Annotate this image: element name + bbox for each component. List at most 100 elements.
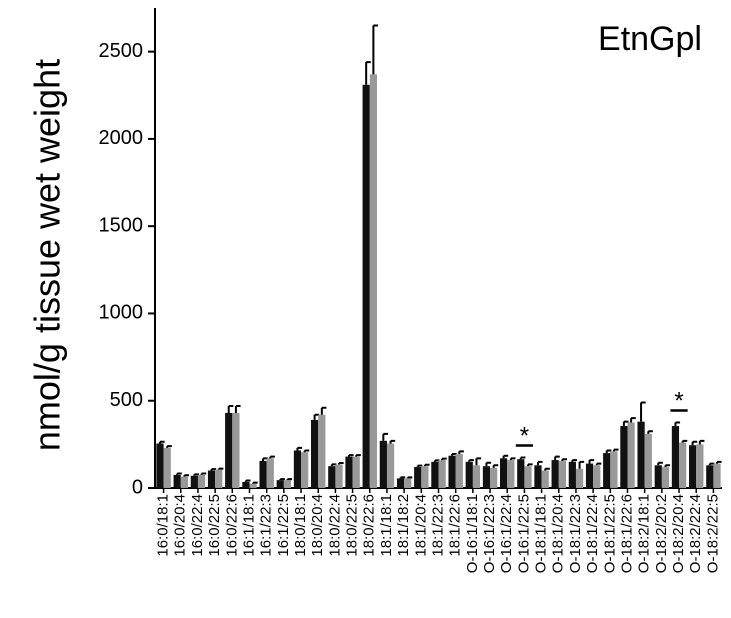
bar bbox=[671, 426, 680, 488]
error-bar bbox=[561, 458, 567, 461]
chart-title: EtnGpl bbox=[598, 20, 702, 58]
bar bbox=[438, 460, 446, 488]
y-axis-label: nmol/g tissue wet weight bbox=[27, 59, 68, 451]
bar bbox=[242, 481, 250, 488]
bar bbox=[293, 450, 302, 488]
bar bbox=[689, 445, 697, 488]
bar bbox=[318, 414, 326, 488]
bar bbox=[379, 440, 387, 488]
bar bbox=[404, 478, 412, 488]
y-tick-label: 0 bbox=[132, 476, 143, 498]
bar bbox=[283, 480, 292, 488]
error-bar bbox=[399, 476, 406, 479]
bar bbox=[551, 460, 559, 488]
bar bbox=[190, 475, 198, 488]
error-bar bbox=[502, 454, 509, 459]
error-bar bbox=[347, 454, 354, 457]
bar bbox=[500, 458, 508, 488]
x-tick-label: 18:1/18:2 bbox=[395, 494, 412, 557]
error-bar bbox=[158, 440, 165, 444]
error-bar bbox=[423, 463, 430, 467]
y-tick-label: 2500 bbox=[99, 40, 144, 62]
bar bbox=[620, 426, 628, 488]
bar bbox=[266, 458, 274, 488]
annotation: * bbox=[674, 388, 683, 415]
error-bar bbox=[605, 449, 612, 454]
bar bbox=[180, 476, 188, 488]
x-tick-label: 18:1/18:1 bbox=[378, 494, 395, 557]
error-bar bbox=[382, 432, 388, 441]
bar bbox=[386, 443, 395, 488]
bar bbox=[207, 470, 216, 488]
bar bbox=[232, 412, 240, 488]
error-bar bbox=[166, 445, 172, 448]
error-bar bbox=[612, 448, 619, 452]
bar bbox=[396, 478, 405, 488]
error-bar bbox=[262, 457, 268, 461]
bar bbox=[696, 444, 704, 488]
error-bar bbox=[622, 420, 629, 427]
bar bbox=[345, 456, 353, 488]
error-bar bbox=[330, 463, 337, 467]
bar bbox=[644, 433, 652, 488]
error-bar bbox=[674, 421, 681, 427]
x-tick-label: 16:0/18:1 bbox=[155, 494, 172, 557]
x-tick-label: O-18:2/18:1 bbox=[636, 494, 653, 573]
error-bar bbox=[372, 24, 378, 75]
x-tick-label: 16:1/22:5 bbox=[275, 494, 292, 557]
error-bar bbox=[509, 457, 516, 461]
bar bbox=[156, 443, 164, 488]
error-bar bbox=[647, 430, 653, 434]
bar bbox=[568, 461, 576, 488]
bar bbox=[490, 467, 498, 488]
error-bar bbox=[571, 459, 577, 462]
annotation: * bbox=[520, 422, 529, 449]
error-bar bbox=[355, 454, 361, 457]
bar bbox=[249, 483, 257, 488]
x-tick-label: 18:0/20:4 bbox=[309, 494, 326, 557]
x-tick-label: O-18:1/22:5 bbox=[601, 494, 618, 573]
error-bar bbox=[681, 439, 688, 443]
error-bar bbox=[578, 460, 585, 469]
bar bbox=[455, 453, 463, 488]
bar bbox=[706, 465, 714, 488]
bar bbox=[524, 466, 532, 488]
bar bbox=[301, 452, 309, 488]
bar bbox=[465, 461, 473, 488]
error-bar bbox=[234, 404, 241, 413]
bar bbox=[197, 474, 206, 488]
x-tick-label: O-18:1/22:3 bbox=[567, 494, 584, 573]
error-bar bbox=[269, 455, 275, 459]
bar bbox=[558, 460, 566, 488]
error-bar bbox=[338, 462, 344, 465]
x-tick-label: O-18:1/18:1 bbox=[533, 494, 550, 573]
bar bbox=[421, 466, 429, 488]
error-bar bbox=[279, 478, 285, 481]
error-bar bbox=[595, 462, 602, 466]
x-tick-label: 16:0/22:6 bbox=[223, 494, 240, 557]
error-bar bbox=[554, 455, 560, 461]
bar bbox=[173, 474, 181, 488]
bar bbox=[585, 463, 594, 488]
error-bar bbox=[630, 417, 636, 423]
error-bar bbox=[664, 464, 671, 468]
bar bbox=[603, 453, 611, 488]
error-bar bbox=[492, 464, 499, 468]
bar bbox=[661, 467, 670, 488]
bar bbox=[575, 468, 584, 488]
error-bar bbox=[536, 460, 543, 466]
error-bar bbox=[286, 478, 293, 481]
bar bbox=[654, 465, 662, 488]
bar bbox=[276, 480, 284, 488]
x-tick-label: 16:0/22:5 bbox=[206, 494, 223, 557]
error-bar bbox=[657, 461, 663, 466]
bar bbox=[335, 464, 343, 488]
error-bar bbox=[519, 456, 526, 460]
y-tick-label: 1500 bbox=[99, 214, 144, 236]
bar bbox=[311, 419, 319, 488]
error-bar bbox=[527, 463, 533, 467]
error-bar bbox=[485, 461, 492, 467]
y-tick-label: 2000 bbox=[99, 127, 144, 149]
x-tick-label: 18:0/22:4 bbox=[326, 494, 343, 557]
